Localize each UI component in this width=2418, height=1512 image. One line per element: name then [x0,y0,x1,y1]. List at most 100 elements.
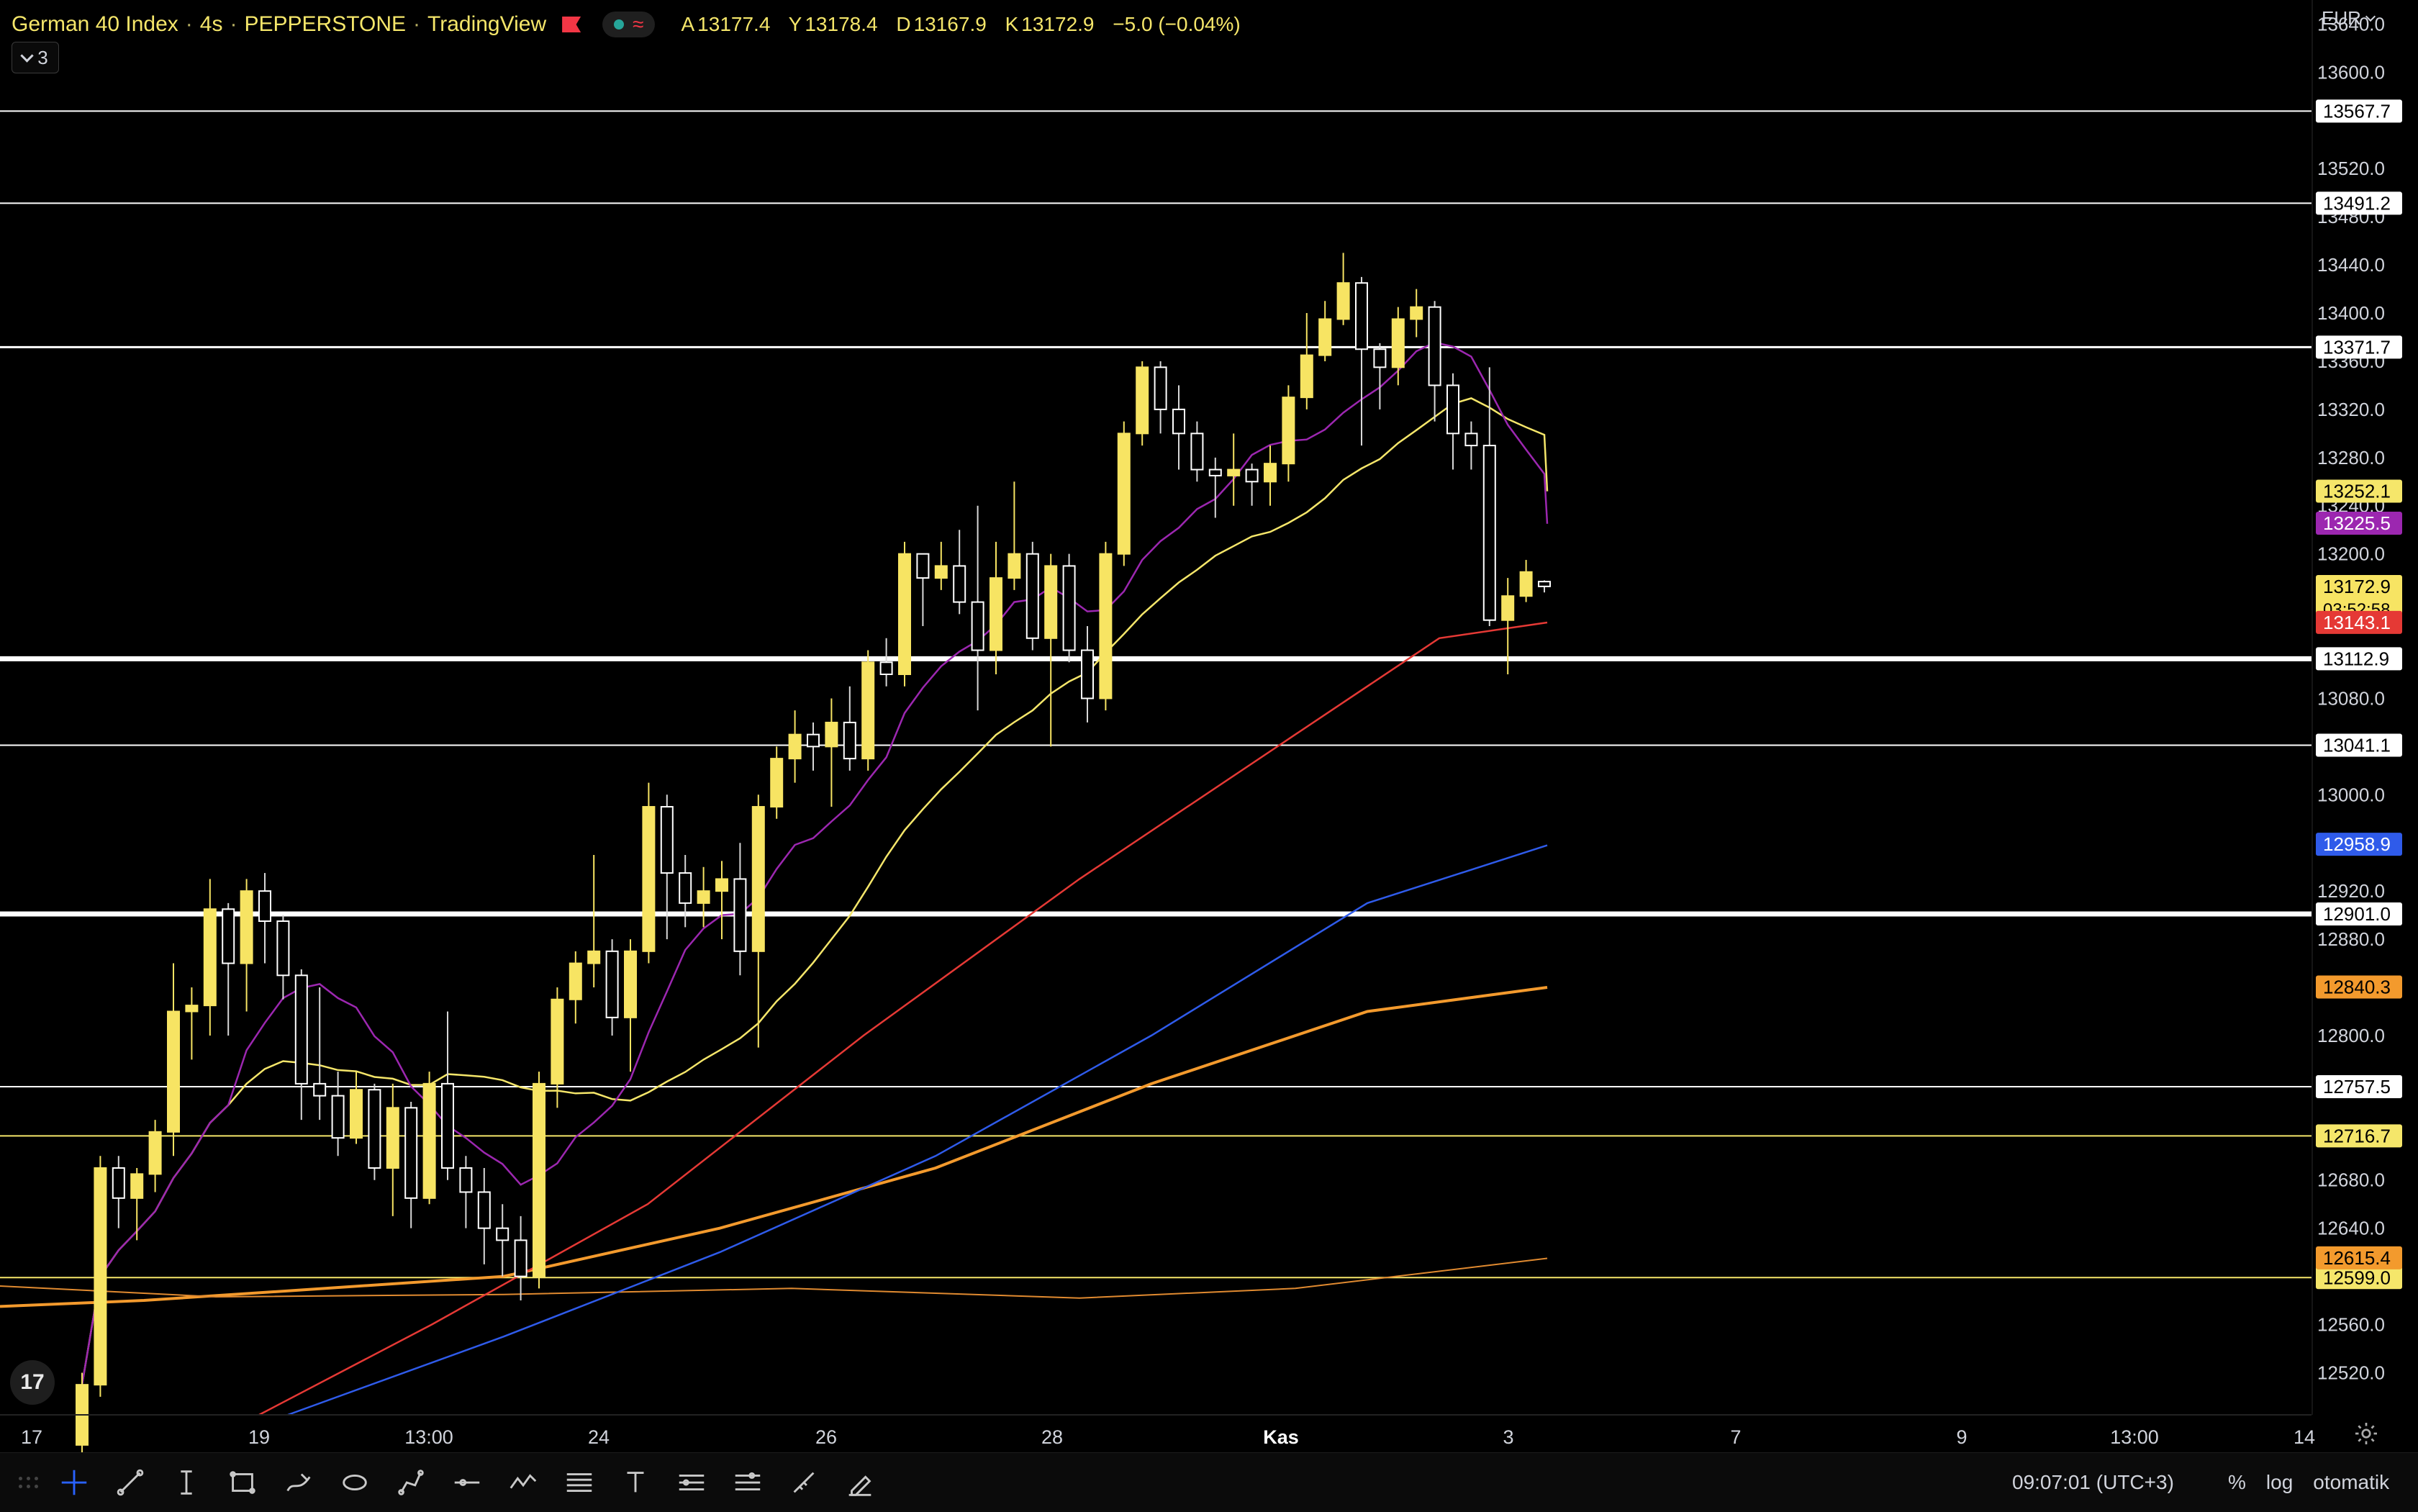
price-axis-label: 13400.0 [2317,302,2385,324]
candle-body [313,1082,327,1097]
time-axis-label: 3 [1503,1426,1513,1448]
candle-body [331,1095,345,1139]
auto-scale-toggle[interactable]: otomatik [2313,1471,2390,1493]
candle-body [1190,433,1204,471]
ellipse-tool[interactable] [327,1459,383,1506]
price-axis-label: 12880.0 [2317,928,2385,950]
indicator-count: 3 [37,46,48,68]
candle-body [587,950,601,964]
indicator-price-tag [2316,833,2402,856]
tradingview-logo-icon[interactable]: 17 [10,1360,55,1405]
candle-body [861,661,875,760]
candle-body [1245,468,1259,483]
time-axis-label: 13:00 [2110,1426,2159,1448]
currency-selector[interactable]: EUR [2322,7,2376,30]
drawing-tools [17,1459,888,1506]
trend-line-tool[interactable] [102,1459,158,1506]
long-position-tool[interactable] [664,1459,720,1506]
candle-body [660,806,674,874]
level-price-tag [2316,191,2402,215]
brush-icon [286,1473,311,1492]
position-icon [679,1474,705,1491]
price-axis-label: 12680.0 [2317,1169,2385,1191]
candle-body [1373,348,1387,368]
candle-body [294,974,308,1085]
candle-body [1300,354,1313,399]
price-axis-label: 12560.0 [2317,1314,2385,1336]
candle-body [1117,433,1131,555]
candle-body [185,1005,199,1013]
candle-body [276,920,290,977]
candle-body [825,721,838,748]
indicator-price-label: 12840.3 [2323,977,2391,998]
level-price-tag [2316,1075,2402,1099]
market-status-pill[interactable]: ≈ [602,12,656,37]
measure-tool[interactable] [776,1459,832,1506]
rectangle-icon [230,1471,255,1494]
candle-body [422,1082,436,1199]
interval-label[interactable]: 4s [199,12,223,36]
text-tool[interactable] [607,1459,664,1506]
price-chart[interactable]: 13640.013600.013520.013480.013440.013400… [0,0,2418,1452]
pattern-tool[interactable] [495,1459,551,1506]
price-axis-label: 12800.0 [2317,1025,2385,1046]
drag-handle-icon[interactable] [17,1468,39,1497]
ma-purple-line [81,341,1549,1385]
price-axis-label: 13640.0 [2317,13,2385,35]
candle-body [679,872,692,904]
ma-red-line [258,621,1548,1416]
bottom-toolbar [0,1452,2418,1512]
candle-body [1519,571,1533,597]
candle-body [1081,649,1094,700]
candle-body [1282,397,1295,465]
indicator-price-label: 13225.5 [2323,512,2391,534]
projection-tool[interactable] [720,1459,776,1506]
time-axis-label: 19 [248,1426,270,1448]
time-axis-label: 7 [1730,1426,1741,1448]
price-axis-label: 13440.0 [2317,254,2385,276]
text-anchor-tool[interactable] [158,1459,214,1506]
price-axis-label: 13520.0 [2317,158,2385,179]
symbol-name[interactable]: German 40 Index [12,12,178,36]
candle-body [1446,384,1459,435]
chart-legend-header: German 40 Index · 4s · PEPPERSTONE · Tra… [12,9,1254,40]
candle-body [898,553,911,675]
candle-body [1044,565,1058,639]
candle-body [990,577,1002,651]
horizontal-ray-tool[interactable] [439,1459,495,1506]
candle-body [514,1239,527,1277]
level-price-label: 13491.2 [2323,192,2391,214]
indicators-collapse-button[interactable]: 3 [12,42,59,73]
candle-body [94,1167,107,1386]
candle-body [788,733,802,760]
price-axis-label: 13000.0 [2317,784,2385,805]
price-axis-label: 13200.0 [2317,543,2385,565]
change-value: −5.0 (−0.04%) [1113,13,1241,35]
percent-scale-toggle[interactable]: % [2228,1471,2246,1493]
price-axis-label: 13320.0 [2317,399,2385,420]
clock-readout[interactable]: 09:07:01 (UTC+3) [2012,1471,2174,1493]
level-price-tag [2316,335,2402,359]
level-price-label: 12901.0 [2323,903,2391,925]
fib-tool[interactable] [551,1459,607,1506]
flag-icon[interactable] [562,17,581,32]
candle-body [1099,553,1113,700]
crosshair-icon [61,1470,87,1495]
gear-icon[interactable] [2353,1421,2379,1447]
indicator-price-label: 13143.1 [2323,612,2391,633]
erase-tool[interactable] [832,1459,888,1506]
candle-body [167,1010,180,1133]
candle-body [733,878,747,952]
level-price-tag [2316,1124,2402,1148]
path-tool[interactable] [383,1459,439,1506]
log-scale-toggle[interactable]: log [2265,1471,2294,1493]
crosshair-tool[interactable] [46,1459,102,1506]
candle-body [751,806,765,952]
time-axis-label: 26 [815,1426,837,1448]
level-price-tag [2316,647,2402,671]
brush-tool[interactable] [271,1459,327,1506]
candle-body [1154,366,1167,410]
level-price-tag [2316,99,2402,123]
rectangle-tool[interactable] [214,1459,271,1506]
candle-body [222,908,235,964]
